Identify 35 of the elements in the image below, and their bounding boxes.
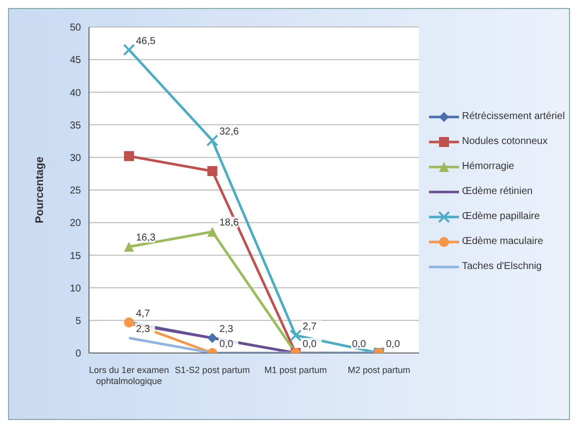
legend-label: Œdème maculaire	[462, 236, 544, 247]
data-label: 0,0	[352, 339, 366, 350]
x-tick-label: S1-S2 post partum	[174, 365, 250, 375]
legend-label: Taches d'Elschnig	[462, 261, 542, 272]
data-label: 2,3	[136, 324, 150, 336]
y-tick-label: 20	[70, 218, 82, 230]
y-tick-label: 15	[70, 250, 82, 262]
data-label: 32,6	[219, 126, 240, 138]
data-label: 4,7	[136, 308, 150, 320]
legend-label: Œdème papillaire	[462, 211, 540, 222]
legend-label: Nodules cotonneux	[462, 136, 548, 147]
y-tick-label: 5	[75, 316, 82, 327]
y-tick-label: 25	[70, 186, 82, 197]
data-label: 0,0	[386, 339, 400, 350]
y-tick-label: 35	[70, 120, 82, 132]
legend-label: Rétrécissement artériel	[462, 111, 565, 122]
x-tick-label: M2 post partum	[348, 365, 410, 375]
y-axis-title: Pourcentage	[34, 156, 46, 224]
x-tick-label: M1 post partum	[264, 365, 327, 375]
y-tick-label: 10	[70, 283, 82, 294]
data-label: 2,3	[219, 324, 234, 336]
y-tick-label: 30	[70, 152, 82, 164]
y-tick-label: 0	[75, 348, 82, 360]
x-tick-label: Lors du 1er examen ophtalmologique	[88, 365, 170, 386]
y-tick-label: 50	[70, 22, 82, 34]
data-label: 0,0	[302, 339, 318, 350]
data-label: 2,7	[302, 321, 318, 332]
y-tick-label: 40	[70, 88, 82, 99]
data-label: 18,6	[219, 218, 240, 229]
legend-label: Œdème rétinien	[462, 186, 533, 197]
data-label: 16,3	[136, 232, 156, 244]
legend-label: Hémorragie	[462, 161, 514, 172]
data-label: 46,5	[136, 36, 156, 47]
y-tick-label: 45	[70, 55, 82, 66]
data-label: 0,0	[219, 339, 234, 350]
